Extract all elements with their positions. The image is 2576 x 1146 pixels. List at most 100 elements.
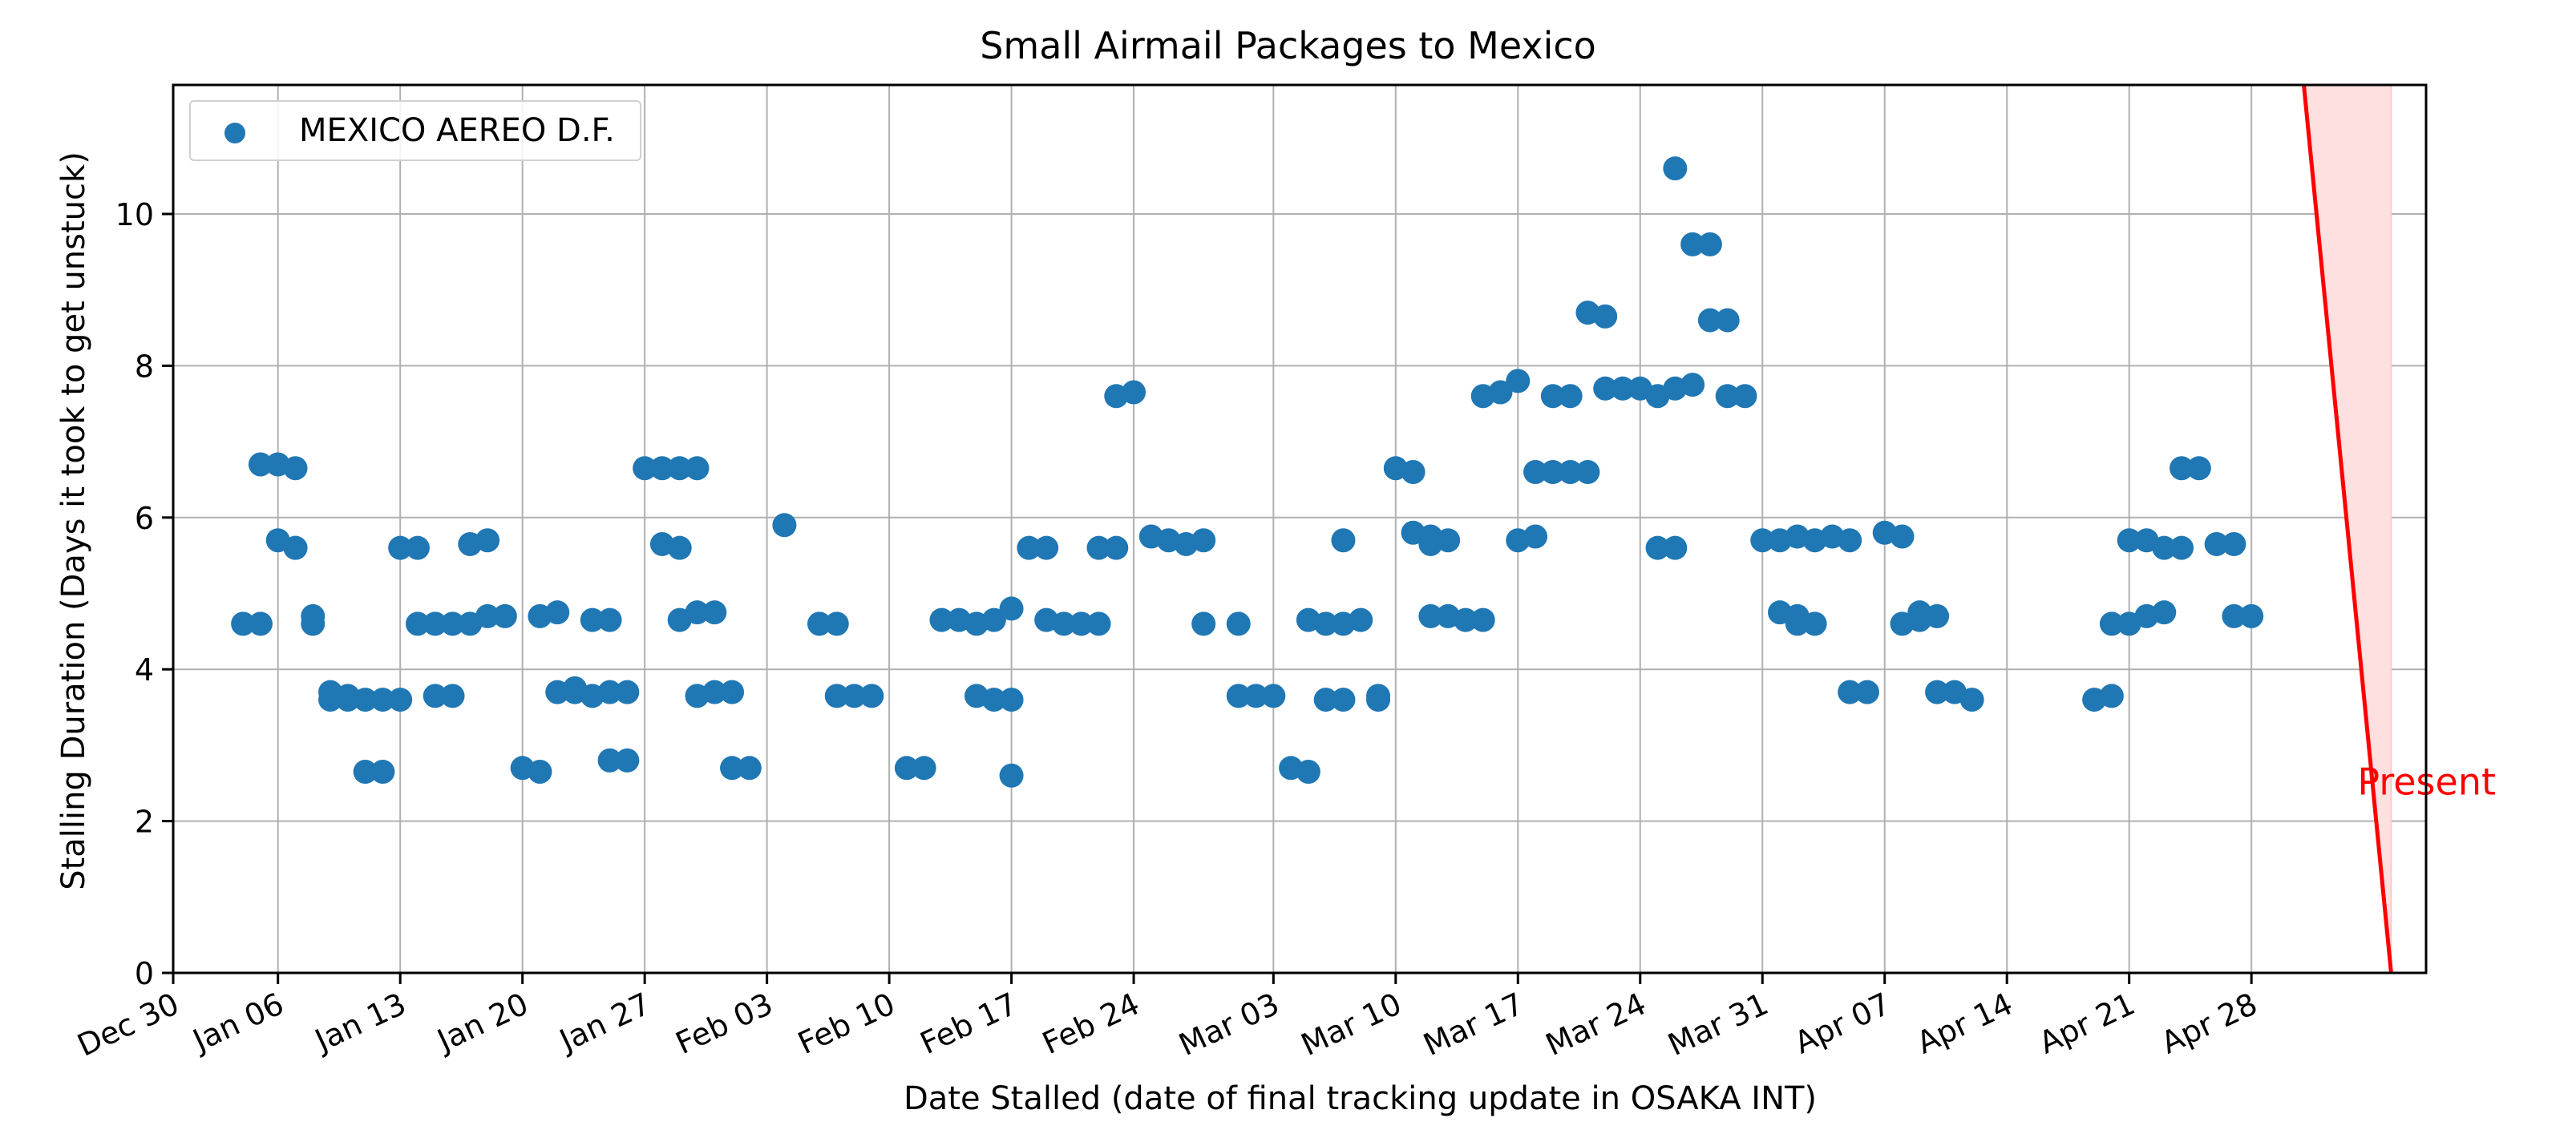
data-point — [999, 763, 1024, 788]
data-point — [1244, 684, 1268, 708]
data-point — [423, 611, 447, 636]
data-point — [1401, 459, 1425, 484]
data-point — [1488, 380, 1513, 405]
data-point — [1366, 688, 1391, 712]
data-point — [1854, 680, 1879, 704]
data-point — [353, 688, 378, 712]
data-point — [597, 748, 622, 773]
data-point — [1226, 611, 1251, 636]
data-point — [1715, 384, 1740, 409]
data-point — [248, 452, 273, 477]
data-point — [1436, 528, 1461, 553]
y-tick-label: 8 — [135, 349, 154, 384]
y-tick-label: 6 — [135, 501, 154, 536]
data-point — [1750, 528, 1775, 553]
x-tick-label: Jan 27 — [553, 986, 656, 1059]
data-point — [475, 603, 500, 628]
data-point — [633, 456, 657, 481]
data-point — [1261, 684, 1286, 708]
data-point — [667, 535, 692, 560]
present-line — [2302, 84, 2393, 974]
data-point — [737, 756, 762, 781]
data-point — [1925, 603, 1950, 628]
x-tick-label: Apr 21 — [2034, 986, 2141, 1060]
data-point — [1715, 308, 1740, 333]
data-point — [1069, 611, 1094, 636]
x-tick-label: Apr 14 — [1911, 986, 2018, 1060]
data-point — [894, 756, 919, 781]
chart-title: Small Airmail Packages to Mexico — [980, 24, 1596, 67]
data-point — [685, 600, 710, 625]
data-point — [1697, 232, 1722, 256]
data-points — [231, 156, 2264, 788]
data-point — [1593, 376, 1618, 401]
data-point — [1540, 384, 1565, 409]
data-point — [1313, 611, 1338, 636]
data-point — [2186, 456, 2211, 481]
data-point — [649, 456, 674, 481]
y-tick-label: 4 — [135, 652, 154, 688]
x-tick-label: Jan 20 — [431, 986, 533, 1059]
data-point — [545, 600, 570, 625]
data-point — [2152, 535, 2177, 560]
data-point — [1558, 384, 1583, 409]
legend-label: MEXICO AEREO D.F. — [299, 112, 615, 149]
data-point — [1680, 232, 1705, 256]
data-point — [475, 528, 500, 553]
data-point — [1349, 607, 1373, 632]
y-tick-label: 2 — [135, 805, 154, 840]
x-tick-label: Feb 03 — [670, 986, 778, 1061]
data-point — [1733, 384, 1757, 409]
x-tick-label: Feb 17 — [915, 986, 1022, 1061]
data-point — [824, 684, 849, 708]
data-point — [2170, 456, 2194, 481]
data-point — [1558, 459, 1583, 484]
data-point — [2152, 600, 2177, 625]
y-axis-label: Stalling Duration (Days it took to get u… — [55, 151, 92, 890]
data-point — [1331, 688, 1356, 712]
data-point — [1226, 684, 1251, 708]
data-point — [423, 684, 447, 708]
data-point — [2222, 603, 2246, 628]
data-point — [1086, 611, 1111, 636]
legend-marker — [224, 123, 245, 143]
data-point — [580, 607, 605, 632]
x-tick-label: Jan 13 — [309, 986, 411, 1059]
x-tick-label: Mar 17 — [1418, 986, 1529, 1063]
data-point — [2170, 535, 2194, 560]
x-tick-label: Apr 28 — [2156, 986, 2263, 1060]
data-point — [1838, 680, 1862, 704]
data-point — [1418, 603, 1443, 628]
data-point — [2204, 531, 2229, 556]
data-point — [440, 684, 465, 708]
data-point — [231, 611, 256, 636]
data-point — [1191, 528, 1216, 553]
data-point — [1523, 459, 1548, 484]
data-point — [2222, 531, 2246, 556]
data-point — [1663, 156, 1688, 181]
data-point — [405, 535, 430, 560]
data-point — [597, 680, 622, 704]
data-point — [981, 688, 1006, 712]
data-point — [1104, 535, 1129, 560]
data-point — [615, 748, 640, 773]
data-point — [370, 760, 395, 785]
data-point — [1663, 535, 1688, 560]
x-tick-label: Feb 24 — [1037, 986, 1145, 1061]
data-point — [1470, 607, 1495, 632]
data-point — [528, 760, 552, 785]
data-point — [615, 680, 640, 704]
data-point — [440, 611, 465, 636]
data-point — [2099, 611, 2124, 636]
data-point — [1593, 304, 1618, 329]
data-point — [1610, 376, 1635, 401]
data-point — [1331, 528, 1356, 553]
data-point — [283, 456, 308, 481]
x-tick-label: Mar 31 — [1663, 986, 1773, 1063]
data-point — [1802, 611, 1827, 636]
plot-frame — [172, 83, 2428, 975]
data-point — [597, 607, 622, 632]
data-point — [720, 756, 745, 781]
data-point — [2239, 603, 2264, 628]
